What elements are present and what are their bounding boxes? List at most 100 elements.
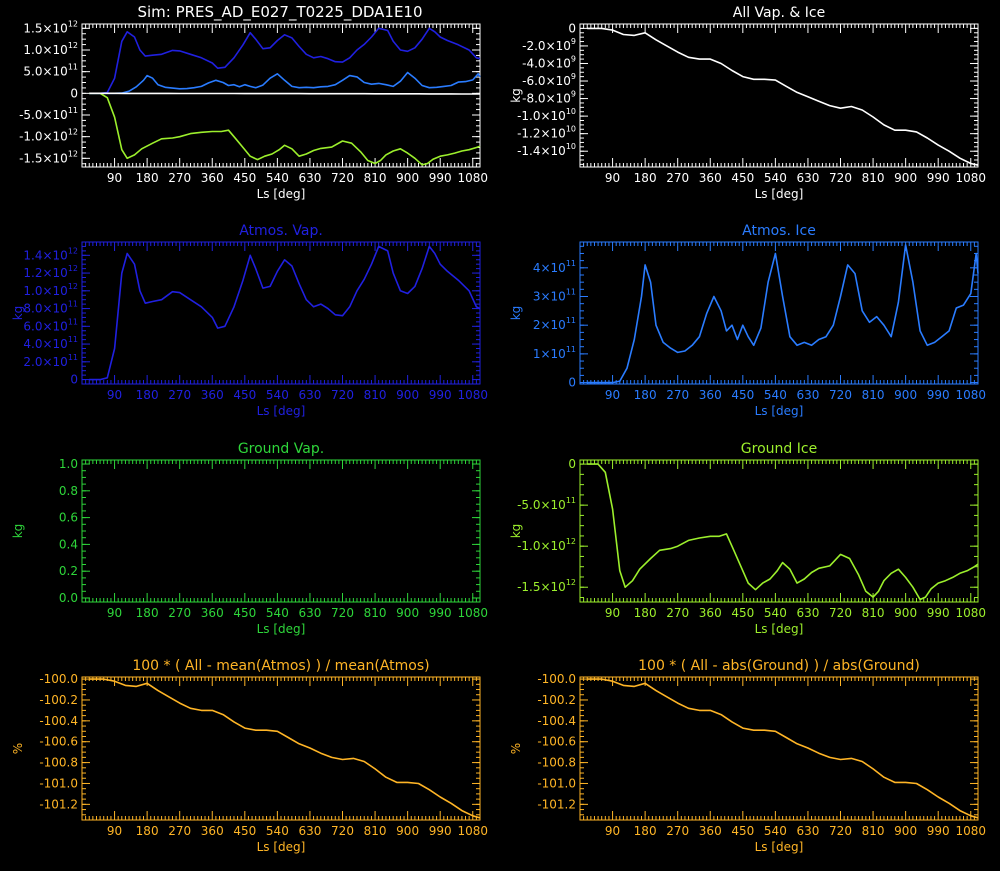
y-tick-label: 0 (568, 21, 576, 35)
y-tick-label: -100.2 (537, 693, 576, 707)
chart-title: Atmos. Vap. (239, 223, 323, 239)
y-tick-mantissa: -2.0×10 (522, 39, 571, 53)
y-tick-mantissa: 0.8 (59, 484, 78, 498)
plot-frame (81, 459, 481, 603)
y-tick-label: -1.0×1012 (19, 128, 78, 144)
y-tick-mantissa: -100.4 (537, 714, 576, 728)
y-tick-label: 3×1011 (533, 288, 576, 304)
x-tick-label: 540 (266, 824, 289, 838)
x-tick-label: 90 (107, 606, 122, 620)
y-tick-mantissa: 1.5×10 (23, 21, 67, 35)
y-tick-mantissa: 6.0×10 (23, 319, 67, 333)
y-tick-exponent: 9 (571, 72, 576, 81)
chart-title: 100 * ( All - mean(Atmos) ) / mean(Atmos… (132, 658, 429, 674)
x-axis-label: Ls [deg] (755, 622, 804, 636)
y-tick-exponent: 11 (566, 345, 576, 354)
y-tick-mantissa: 0.4 (59, 537, 78, 551)
x-tick-label: 1080 (457, 388, 488, 402)
y-tick-mantissa: 0 (568, 376, 576, 390)
y-tick-label: 2.0×1011 (23, 353, 78, 369)
x-tick-label: 360 (201, 171, 224, 185)
y-tick-mantissa: -4.0×10 (522, 56, 571, 70)
y-tick-mantissa: 1.0×10 (23, 43, 67, 57)
y-tick-label: 4×1011 (533, 259, 576, 275)
y-tick-mantissa: -100.2 (537, 693, 576, 707)
series-line-ground_ice (89, 92, 481, 166)
y-tick-label: 5.0×1011 (23, 63, 78, 79)
y-tick-mantissa: -100.0 (537, 672, 576, 686)
plot-frame (81, 23, 481, 168)
x-tick-label: 450 (731, 824, 754, 838)
x-tick-label: 540 (266, 171, 289, 185)
y-tick-exponent: 11 (566, 288, 576, 297)
y-tick-mantissa: 0 (70, 86, 78, 100)
x-tick-label: 360 (201, 824, 224, 838)
y-tick-mantissa: -1.5×10 (517, 580, 566, 594)
series-line-atmos_ice (89, 71, 481, 95)
x-tick-label: 90 (605, 171, 620, 185)
y-tick-mantissa: -100.4 (39, 714, 78, 728)
y-tick-label: 8.0×1011 (23, 300, 78, 316)
x-tick-label: 630 (298, 606, 321, 620)
y-tick-exponent: 9 (571, 37, 576, 46)
x-tick-label: 990 (927, 388, 950, 402)
x-axis-label: Ls [deg] (755, 840, 804, 854)
x-tick-label: 180 (634, 824, 657, 838)
y-tick-label: 0.2 (59, 564, 78, 578)
x-tick-label: 810 (364, 171, 387, 185)
x-tick-label: 900 (894, 824, 917, 838)
x-tick-label: 990 (927, 606, 950, 620)
x-tick-label: 810 (364, 606, 387, 620)
y-tick-exponent: 11 (68, 353, 78, 362)
x-tick-label: 540 (266, 606, 289, 620)
x-tick-label: 360 (699, 171, 722, 185)
y-tick-mantissa: -5.0×10 (517, 498, 566, 512)
y-tick-label: 1.0 (59, 457, 78, 471)
x-tick-label: 900 (396, 388, 419, 402)
x-tick-label: 720 (331, 171, 354, 185)
plot-frame (81, 241, 481, 385)
y-tick-label: 0.8 (59, 484, 78, 498)
x-tick-label: 270 (666, 171, 689, 185)
y-tick-mantissa: 1.2×10 (23, 266, 67, 280)
x-tick-label: 270 (168, 606, 191, 620)
y-axis-label: kg (509, 524, 523, 539)
x-tick-label: 270 (168, 171, 191, 185)
y-axis-label: % (11, 743, 25, 754)
y-tick-mantissa: -1.4×10 (517, 144, 566, 158)
x-tick-label: 360 (201, 606, 224, 620)
x-tick-label: 1080 (457, 824, 488, 838)
x-tick-label: 990 (429, 824, 452, 838)
y-tick-label: 4.0×1011 (23, 335, 78, 351)
x-tick-label: 90 (605, 388, 620, 402)
y-tick-label: 2×1011 (533, 316, 576, 332)
x-tick-label: 450 (233, 824, 256, 838)
y-tick-label: 1.2×1012 (23, 264, 78, 280)
x-tick-label: 450 (731, 171, 754, 185)
panel-atmos_ice: Atmos. Ice 90 180 270 360 450 540 630 720 810 900 9… (509, 223, 986, 418)
x-tick-label: 720 (331, 606, 354, 620)
y-tick-label: -101.0 (537, 776, 576, 790)
x-tick-label: 270 (666, 606, 689, 620)
y-tick-label: 1.4×1012 (23, 246, 78, 262)
x-tick-label: 810 (862, 171, 885, 185)
x-tick-label: 720 (829, 606, 852, 620)
y-tick-exponent: 9 (571, 54, 576, 63)
series-line-all (89, 92, 480, 95)
x-tick-label: 360 (699, 606, 722, 620)
y-tick-mantissa: -100.8 (39, 756, 78, 770)
x-tick-label: 180 (634, 388, 657, 402)
y-tick-exponent: 12 (566, 578, 576, 587)
y-tick-label: -100.8 (537, 756, 576, 770)
y-tick-mantissa: -1.0×10 (19, 130, 68, 144)
x-tick-label: 180 (136, 388, 159, 402)
y-tick-mantissa: -8.0×10 (522, 92, 571, 106)
y-tick-label: 6.0×1011 (23, 317, 78, 333)
y-tick-mantissa: 0.2 (59, 564, 78, 578)
y-tick-mantissa: -5.0×10 (19, 108, 68, 122)
y-tick-mantissa: 4.0×10 (23, 337, 67, 351)
x-tick-label: 180 (136, 824, 159, 838)
x-tick-label: 720 (331, 824, 354, 838)
y-axis-label: kg (11, 306, 25, 321)
y-tick-exponent: 11 (68, 300, 78, 309)
